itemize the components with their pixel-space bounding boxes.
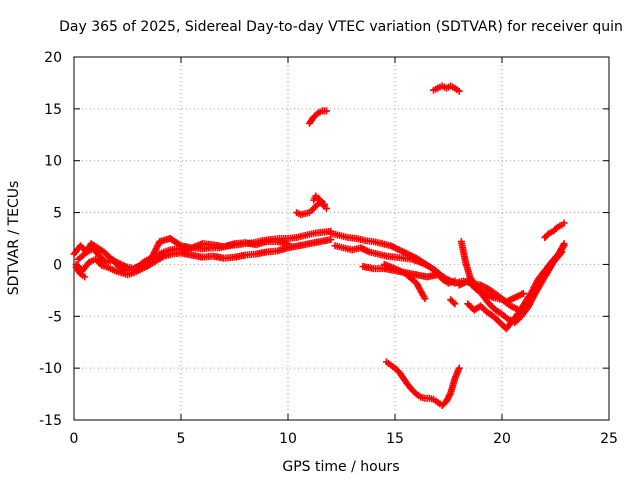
data-point <box>560 219 568 227</box>
data-point <box>327 236 335 244</box>
data-point <box>320 200 328 208</box>
series-track-b <box>72 236 335 279</box>
x-tick-label: 10 <box>279 431 297 447</box>
grid-lines <box>74 57 609 420</box>
y-axis-label: SDTVAR / TECUs <box>6 181 22 296</box>
data-point <box>455 364 463 372</box>
x-tick-label: 5 <box>177 431 186 447</box>
data-point <box>175 241 183 249</box>
data-point <box>434 271 442 279</box>
series-track-o <box>310 192 328 208</box>
data-point <box>544 231 552 239</box>
y-tick-label: 20 <box>44 50 62 66</box>
series-track-q <box>430 82 463 95</box>
data-point <box>323 107 331 115</box>
series-track-l <box>455 248 566 314</box>
data-point <box>284 240 292 248</box>
data-point <box>558 248 566 256</box>
data-point <box>317 197 325 205</box>
y-tick-label: -5 <box>48 309 62 325</box>
plot-frame <box>73 56 610 421</box>
data-point <box>560 242 568 250</box>
x-tick-label: 25 <box>600 431 618 447</box>
data-point <box>552 224 560 232</box>
y-tick-label: 0 <box>53 257 62 273</box>
series-track-c <box>74 235 292 273</box>
y-tick-label: -10 <box>39 361 62 377</box>
x-tick-label: 20 <box>493 431 511 447</box>
data-point <box>557 249 565 257</box>
chart-title: Day 365 of 2025, Sidereal Day-to-day VTE… <box>59 19 623 35</box>
series-track-r <box>382 358 463 409</box>
series-track-p <box>305 107 331 127</box>
y-tick-label: 10 <box>44 154 62 170</box>
data-point <box>455 87 463 95</box>
y-tick-label: 5 <box>53 206 62 222</box>
x-tick-label: 0 <box>70 431 79 447</box>
series-track-m <box>541 219 568 241</box>
data-point <box>323 204 331 212</box>
x-tick-label: 15 <box>386 431 404 447</box>
data-point <box>421 295 429 303</box>
axes: 0 5 10 15 20 25 -15 -10 -5 0 5 10 15 20 <box>39 50 618 447</box>
data-point <box>449 298 457 306</box>
y-tick-label: -15 <box>39 413 62 429</box>
series-track-d <box>72 264 89 281</box>
data-point <box>81 273 89 281</box>
data-point <box>411 389 419 397</box>
y-tick-label: 15 <box>44 102 62 118</box>
data-point <box>313 110 321 118</box>
data-point <box>451 300 459 308</box>
series-track-i <box>447 296 459 308</box>
series-track-h <box>380 260 429 303</box>
data-points <box>70 82 568 409</box>
x-axis-label: GPS time / hours <box>282 459 399 475</box>
data-point <box>519 289 527 297</box>
